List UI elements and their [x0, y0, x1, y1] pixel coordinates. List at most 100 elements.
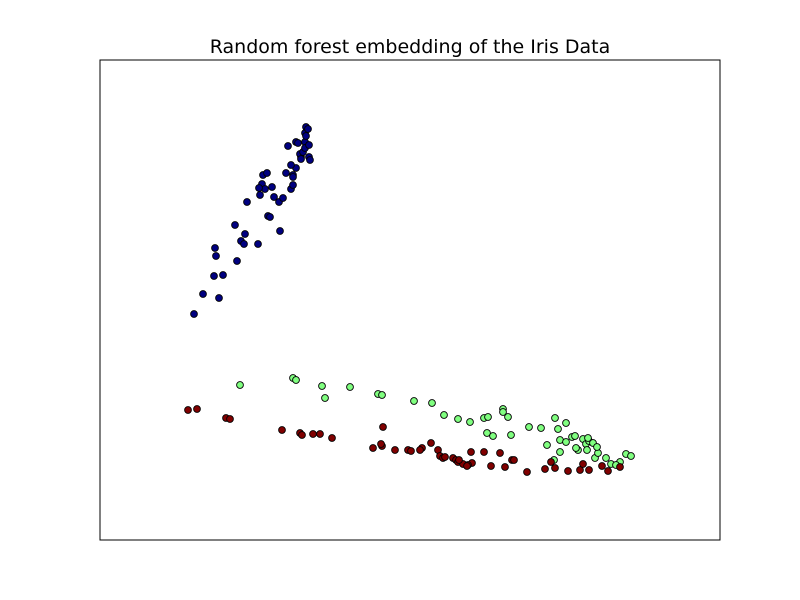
data-point — [318, 382, 326, 390]
data-point — [279, 194, 287, 202]
chart-title: Random forest embedding of the Iris Data — [210, 36, 611, 58]
data-point — [241, 230, 249, 238]
data-point — [483, 429, 491, 437]
data-point — [316, 430, 324, 438]
data-point — [263, 169, 271, 177]
data-point — [193, 405, 201, 413]
data-point — [551, 464, 559, 472]
data-point — [254, 240, 262, 248]
data-point — [276, 227, 284, 235]
data-point — [231, 221, 239, 229]
data-point — [297, 155, 305, 163]
data-point — [496, 449, 504, 457]
data-point — [556, 448, 564, 456]
data-point — [547, 458, 555, 466]
data-point — [525, 423, 533, 431]
data-point — [321, 394, 329, 402]
data-point — [346, 383, 354, 391]
data-point — [379, 423, 387, 431]
data-point — [287, 161, 295, 169]
data-point — [256, 191, 264, 199]
data-point — [268, 183, 276, 191]
data-point — [391, 446, 399, 454]
data-point — [484, 413, 492, 421]
data-point — [377, 440, 385, 448]
data-point — [455, 456, 463, 464]
data-point — [328, 434, 336, 442]
data-point — [210, 272, 218, 280]
data-point — [407, 447, 415, 455]
data-point — [504, 413, 512, 421]
data-point — [309, 430, 317, 438]
data-point — [215, 294, 223, 302]
data-point — [562, 438, 570, 446]
data-point — [487, 462, 495, 470]
data-point — [627, 452, 635, 460]
data-point — [571, 432, 579, 440]
data-point — [616, 463, 624, 471]
data-point — [480, 448, 488, 456]
data-point — [294, 139, 302, 147]
data-point — [190, 310, 198, 318]
data-point — [240, 240, 248, 248]
data-point — [602, 454, 610, 462]
data-point — [292, 376, 300, 384]
data-point — [507, 431, 515, 439]
data-point — [564, 467, 572, 475]
data-point — [255, 184, 263, 192]
points-layer — [184, 123, 635, 476]
data-point — [466, 418, 474, 426]
data-point — [598, 462, 606, 470]
data-point — [305, 141, 313, 149]
data-point — [410, 397, 418, 405]
data-point — [489, 432, 497, 440]
data-point — [523, 468, 531, 476]
data-point — [454, 415, 462, 423]
data-point — [219, 271, 227, 279]
data-point — [416, 446, 424, 454]
data-point — [199, 290, 207, 298]
data-point — [543, 441, 551, 449]
data-point — [583, 446, 591, 454]
data-point — [427, 439, 435, 447]
data-point — [551, 414, 559, 422]
data-point — [499, 408, 507, 416]
data-point — [378, 391, 386, 399]
data-point — [584, 434, 592, 442]
data-point — [304, 125, 312, 133]
data-point — [306, 156, 314, 164]
data-point — [562, 419, 570, 427]
data-point — [541, 465, 549, 473]
series-3 — [184, 405, 624, 476]
data-point — [226, 415, 234, 423]
series-1 — [190, 123, 314, 318]
series-2 — [236, 374, 635, 469]
data-point — [441, 453, 449, 461]
data-point — [369, 444, 377, 452]
data-point — [243, 198, 251, 206]
data-point — [554, 425, 562, 433]
data-point — [289, 181, 297, 189]
data-point — [278, 426, 286, 434]
data-point — [428, 399, 436, 407]
data-point — [463, 462, 471, 470]
data-point — [604, 467, 612, 475]
data-point — [266, 213, 274, 221]
data-point — [585, 466, 593, 474]
data-point — [211, 244, 219, 252]
data-point — [302, 132, 310, 140]
data-point — [233, 257, 241, 265]
plot-frame — [99, 59, 721, 541]
data-point — [593, 443, 601, 451]
data-point — [537, 424, 545, 432]
data-point — [236, 381, 244, 389]
data-point — [510, 456, 518, 464]
data-point — [572, 444, 580, 452]
data-point — [284, 142, 292, 150]
data-point — [579, 460, 587, 468]
data-point — [467, 448, 475, 456]
data-point — [298, 431, 306, 439]
data-point — [501, 463, 509, 471]
data-point — [282, 169, 290, 177]
